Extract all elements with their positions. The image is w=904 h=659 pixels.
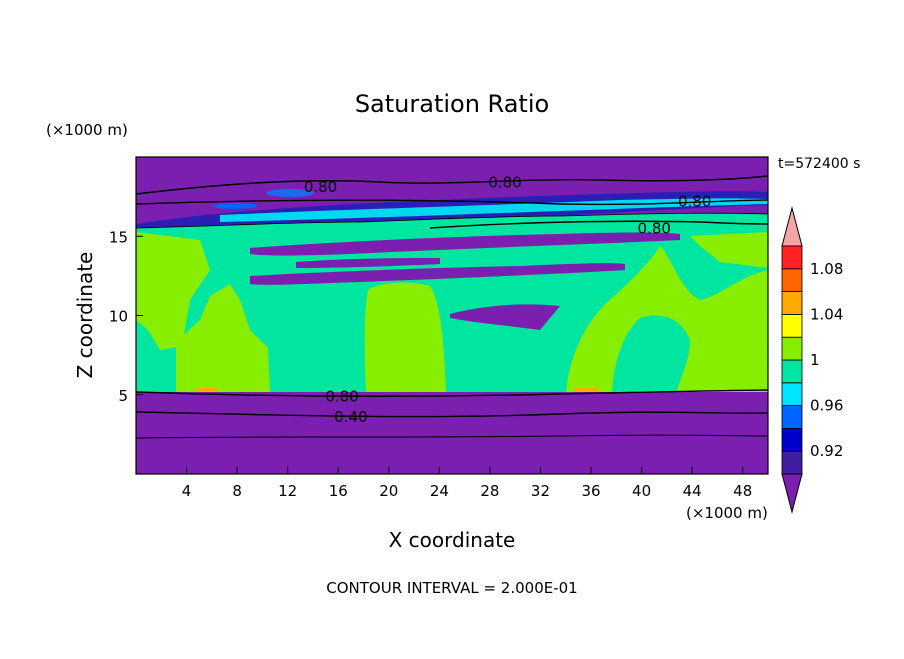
colorbar-label: 0.96 [810, 397, 843, 415]
x-tick-label: 40 [632, 482, 651, 500]
x-tick-label: 4 [182, 482, 192, 500]
contour-080-top [136, 175, 768, 195]
x-unit-label: (×1000 m) [686, 504, 768, 522]
colorbar-segment [781, 427, 803, 452]
field-green-left [136, 232, 210, 350]
field-blob-top [266, 189, 314, 197]
colorbar-segment [781, 313, 803, 338]
field-layers [136, 157, 768, 474]
colorbar-segment [781, 359, 803, 384]
contour-lines [136, 175, 768, 439]
colorbar-label: 1.08 [810, 260, 843, 278]
colorbar-label: 1.04 [810, 305, 843, 323]
plot-area: 0.80 0.800.800.800.800.40 4 8 12 16 20 24 28 32 3… [109, 156, 769, 500]
colorbar-label: 1 [810, 351, 820, 369]
field-green-center [364, 282, 446, 392]
contour-label: 0.80 [304, 178, 337, 196]
colorbar-over-triangle [781, 206, 803, 247]
contour-040-low [136, 411, 768, 418]
field-band-purple-4 [450, 304, 560, 330]
contour-label: 0.80 [678, 192, 711, 210]
field-band-purple-3 [296, 258, 440, 268]
contour-030-low [136, 434, 768, 439]
x-tick-label: 44 [683, 482, 702, 500]
contour-label: 0.40 [334, 408, 367, 426]
field-green-left-2 [176, 284, 270, 392]
colorbar-under-triangle [781, 473, 803, 514]
y-axis-label: Z coordinate [73, 252, 97, 379]
chart-title: Saturation Ratio [355, 90, 549, 118]
time-label: t=572400 s [778, 156, 860, 172]
x-tick-label: 32 [531, 482, 550, 500]
contour-label: 0.80 [325, 387, 358, 405]
colorbar-label: 0.92 [810, 442, 843, 460]
field-teal-right [612, 315, 690, 392]
y-tick-label: 10 [109, 308, 128, 326]
contour-080-mid [429, 220, 768, 229]
x-tick-label: 12 [278, 482, 297, 500]
contour-mid-green [136, 212, 768, 229]
field-blob-top-2 [213, 203, 257, 209]
field-green-topright [690, 232, 768, 268]
colorbar-segment [781, 291, 803, 315]
field-spot-yellow-2 [574, 388, 598, 391]
contour-label: 0.80 [488, 173, 521, 191]
y-tick-label: 5 [118, 387, 128, 405]
colorbar-segment [781, 450, 803, 475]
field-band-purple-1 [250, 232, 680, 256]
x-tick-label: 28 [480, 482, 499, 500]
x-tick-label: 36 [581, 482, 600, 500]
field-spot-yellow-1 [196, 388, 218, 391]
x-tick-label: 16 [329, 482, 348, 500]
colorbar-segment [781, 382, 803, 406]
colorbar-segment [781, 405, 803, 429]
colorbar: 0.92 0.96 1 1.04 1.08 [781, 206, 843, 514]
y-axis-ticks: 5 10 15 [109, 228, 143, 405]
x-axis-ticks: 4 8 12 16 20 24 28 32 36 40 44 48 [182, 467, 752, 500]
contour-080-low [136, 389, 768, 397]
x-tick-label: 8 [232, 482, 242, 500]
x-tick-label: 48 [733, 482, 752, 500]
contour-label: 0.80 [638, 219, 671, 237]
field-layer-low [136, 392, 768, 474]
colorbar-segment [781, 336, 803, 361]
colorbar-segment [781, 268, 803, 292]
x-tick-label: 20 [379, 482, 398, 500]
contour-labels: 0.80 0.80 0.80 0.80 0.80 0.40 [304, 173, 712, 426]
x-axis-label: X coordinate [389, 528, 516, 552]
x-tick-label: 24 [430, 482, 449, 500]
y-tick-label: 15 [109, 228, 128, 246]
field-band-purple-2 [250, 263, 625, 285]
colorbar-segment [781, 245, 803, 270]
y-unit-label: (×1000 m) [46, 121, 128, 139]
contour-080-upper [136, 199, 768, 206]
contour-interval-footer: CONTOUR INTERVAL = 2.000E-01 [326, 579, 577, 597]
